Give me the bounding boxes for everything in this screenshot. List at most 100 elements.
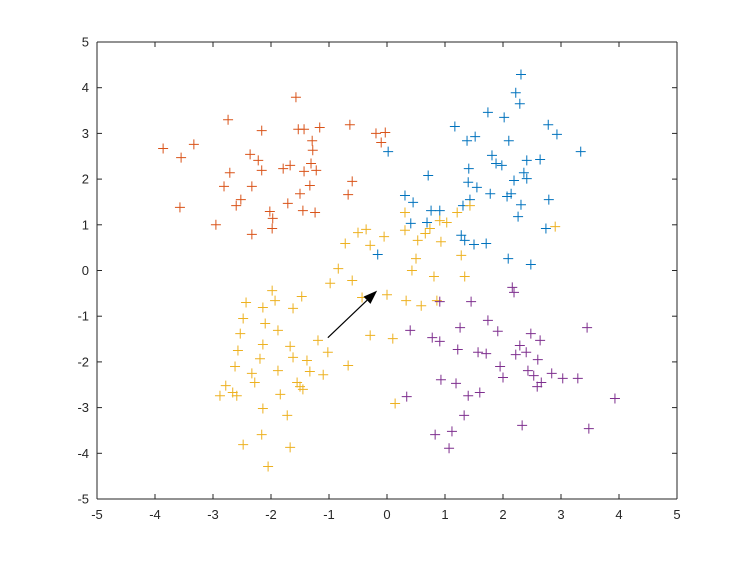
x-tick-label: 5	[673, 507, 680, 522]
point	[546, 368, 557, 379]
point	[456, 230, 467, 241]
point	[543, 119, 554, 130]
point	[246, 181, 257, 192]
point	[473, 347, 484, 358]
point	[322, 347, 333, 358]
point	[575, 146, 586, 157]
point	[399, 207, 410, 218]
point	[285, 160, 296, 171]
point	[158, 143, 169, 154]
point	[387, 333, 398, 344]
point	[509, 287, 520, 298]
point	[463, 390, 474, 401]
point	[343, 189, 354, 200]
y-tick-label: 5	[82, 35, 89, 50]
point	[522, 365, 533, 376]
point	[451, 378, 462, 389]
point	[343, 360, 354, 371]
point	[376, 137, 387, 148]
point	[272, 325, 283, 336]
point	[515, 199, 526, 210]
point	[515, 69, 526, 80]
point	[481, 348, 492, 359]
point	[405, 218, 416, 229]
point	[278, 163, 289, 174]
y-tick-label: 3	[82, 126, 89, 141]
point	[232, 345, 243, 356]
point	[481, 238, 492, 249]
point	[609, 393, 620, 404]
point	[325, 278, 336, 289]
point	[365, 240, 376, 251]
point	[188, 139, 199, 150]
point	[379, 231, 390, 242]
point	[254, 353, 265, 364]
point	[469, 239, 479, 250]
point	[416, 300, 427, 311]
point	[464, 200, 475, 211]
point	[525, 259, 536, 270]
point	[449, 121, 460, 132]
point	[521, 155, 532, 166]
point	[510, 87, 521, 98]
point	[235, 328, 246, 339]
point	[390, 398, 401, 409]
x-tick-label: 1	[441, 507, 448, 522]
y-tick-label: -3	[77, 400, 89, 415]
point	[498, 372, 508, 383]
point	[270, 295, 281, 306]
point	[257, 339, 268, 350]
point	[383, 146, 394, 157]
point	[285, 442, 296, 453]
point	[282, 198, 293, 209]
point	[246, 368, 257, 379]
x-tick-label: -5	[91, 507, 103, 522]
point	[290, 92, 301, 103]
point	[219, 181, 230, 192]
point	[572, 373, 583, 384]
point	[503, 135, 514, 146]
point	[550, 221, 561, 232]
point	[535, 154, 546, 165]
point	[405, 325, 416, 336]
point	[361, 224, 372, 235]
point	[399, 190, 410, 201]
point	[267, 213, 278, 224]
point	[249, 377, 260, 388]
point	[459, 271, 470, 282]
point	[492, 326, 503, 337]
x-tick-label: -1	[323, 507, 335, 522]
point	[314, 122, 325, 133]
x-tick-label: -4	[149, 507, 161, 522]
y-tick-label: -2	[77, 354, 89, 369]
point	[514, 340, 525, 351]
point	[246, 229, 257, 240]
point	[174, 202, 185, 213]
point	[486, 150, 497, 161]
point	[471, 182, 482, 193]
point	[256, 165, 267, 176]
point	[299, 124, 310, 135]
point	[238, 313, 249, 324]
point	[434, 296, 445, 307]
point	[455, 322, 466, 333]
point	[499, 112, 510, 123]
point	[528, 370, 539, 381]
point	[408, 197, 419, 208]
point	[532, 354, 543, 365]
point	[482, 315, 493, 326]
point	[485, 188, 496, 199]
x-tick-label: -3	[207, 507, 219, 522]
point	[310, 207, 321, 218]
point	[344, 119, 355, 130]
point	[306, 158, 317, 169]
point	[275, 389, 286, 400]
point	[253, 155, 264, 166]
point	[514, 98, 525, 109]
point	[470, 131, 481, 142]
point	[506, 188, 517, 199]
point	[430, 429, 441, 440]
point	[424, 223, 435, 234]
y-tick-label: -4	[77, 446, 89, 461]
point	[257, 302, 268, 313]
